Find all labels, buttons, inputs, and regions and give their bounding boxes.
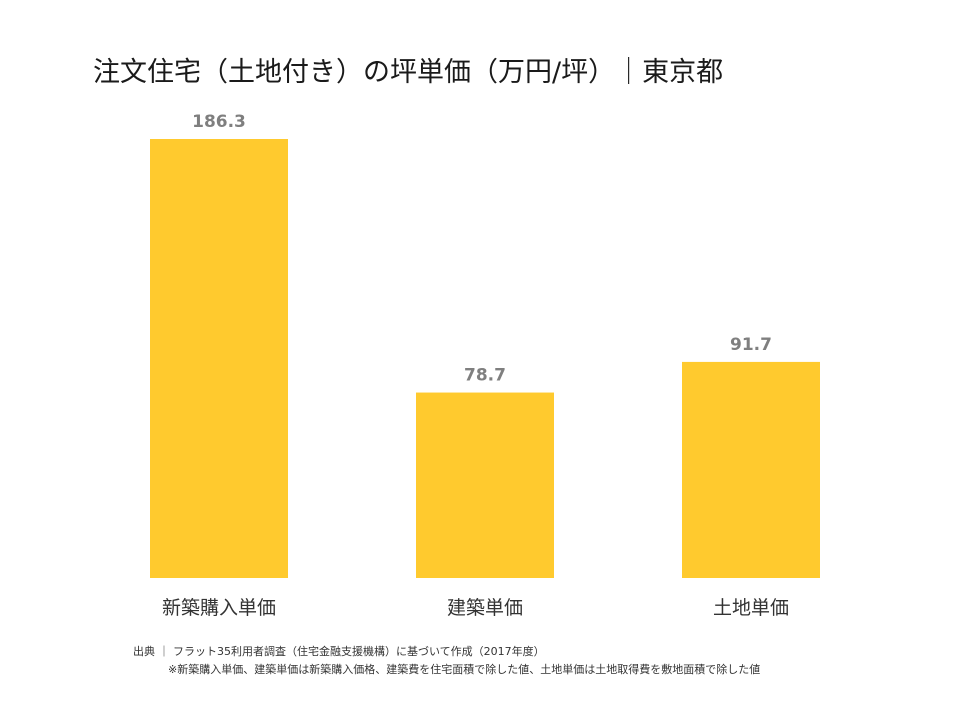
value-labels-group: 186.3 78.7 91.7 [192,112,772,386]
bar-1 [150,139,288,578]
category-labels-group: 新築購入単価 建築単価 土地単価 [162,597,789,619]
category-label-3: 土地単価 [713,597,789,619]
category-label-1: 新築購入単価 [162,597,276,619]
category-label-2: 建築単価 [447,597,523,619]
bar-2 [416,392,554,578]
bar-3 [682,361,820,578]
footnote: ※新築購入単価、建築単価は新築購入価格、建築費を住宅面積で除した値、土地単価は土… [168,663,761,676]
source-note: 出典 ｜ フラット35利用者調査（住宅金融支援機構）に基づいて作成（2017年度… [133,645,545,658]
value-label-2: 78.7 [464,366,506,386]
bars-group [150,139,820,578]
value-label-1: 186.3 [192,112,246,132]
chart-title: 注文住宅（土地付き）の坪単価（万円/坪）｜東京都 [93,57,724,88]
value-label-3: 91.7 [730,335,772,355]
